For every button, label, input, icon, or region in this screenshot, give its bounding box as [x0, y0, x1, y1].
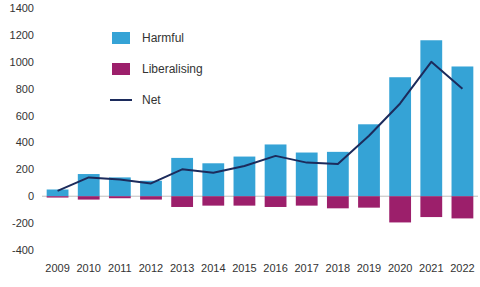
bar — [109, 196, 131, 198]
bar — [389, 196, 411, 222]
x-tick-label: 2012 — [139, 262, 163, 274]
bar — [202, 163, 224, 196]
y-tick-label: 600 — [16, 110, 34, 122]
y-tick-label: 1000 — [10, 56, 34, 68]
x-tick-label: 2018 — [326, 262, 350, 274]
bar — [140, 196, 162, 199]
bar — [78, 196, 100, 199]
x-tick-label: 2013 — [170, 262, 194, 274]
x-tick-label: 2009 — [45, 262, 69, 274]
bar — [234, 196, 256, 205]
bar — [389, 77, 411, 196]
legend-label: Harmful — [142, 31, 184, 45]
x-tick-label: 2015 — [232, 262, 256, 274]
bar — [452, 66, 474, 196]
legend-swatch — [112, 63, 130, 75]
legend-swatch — [110, 99, 132, 101]
bar — [296, 153, 318, 197]
bar — [327, 152, 349, 196]
bar — [265, 144, 287, 196]
bar — [358, 196, 380, 207]
y-tick-label: -200 — [12, 217, 34, 229]
x-tick-label: 2010 — [76, 262, 100, 274]
x-tick-label: 2021 — [419, 262, 443, 274]
x-tick-label: 2014 — [201, 262, 225, 274]
bar — [265, 196, 287, 207]
bar — [327, 196, 349, 208]
x-tick-label: 2022 — [450, 262, 474, 274]
bar — [202, 196, 224, 205]
y-tick-label: 800 — [16, 83, 34, 95]
bar — [296, 196, 318, 205]
y-tick-label: -400 — [12, 244, 34, 256]
legend: Harmful Liberalising Net — [110, 31, 203, 107]
marks — [42, 40, 478, 222]
legend-swatch — [112, 32, 130, 44]
y-tick-label: 200 — [16, 163, 34, 175]
bar — [171, 196, 193, 207]
x-tick-label: 2017 — [294, 262, 318, 274]
x-tick-label: 2016 — [263, 262, 287, 274]
chart: -400 -200 0 200 400 600 800 1000 1200 1400 2009 201… — [0, 0, 480, 287]
x-tick-label: 2011 — [108, 262, 132, 274]
legend-label: Liberalising — [142, 62, 203, 76]
bar — [420, 40, 442, 196]
zero-line — [42, 196, 478, 197]
y-tick-label: 400 — [16, 136, 34, 148]
x-tick-label: 2019 — [357, 262, 381, 274]
x-tick-label: 2020 — [388, 262, 412, 274]
legend-label: Net — [142, 93, 161, 107]
bar — [47, 196, 69, 197]
y-tick-label: 1200 — [10, 29, 34, 41]
bar — [171, 158, 193, 196]
line — [58, 62, 463, 191]
bar — [452, 196, 474, 218]
bar — [420, 196, 442, 217]
y-tick-label: 1400 — [10, 2, 34, 14]
y-tick-label: 0 — [28, 190, 34, 202]
